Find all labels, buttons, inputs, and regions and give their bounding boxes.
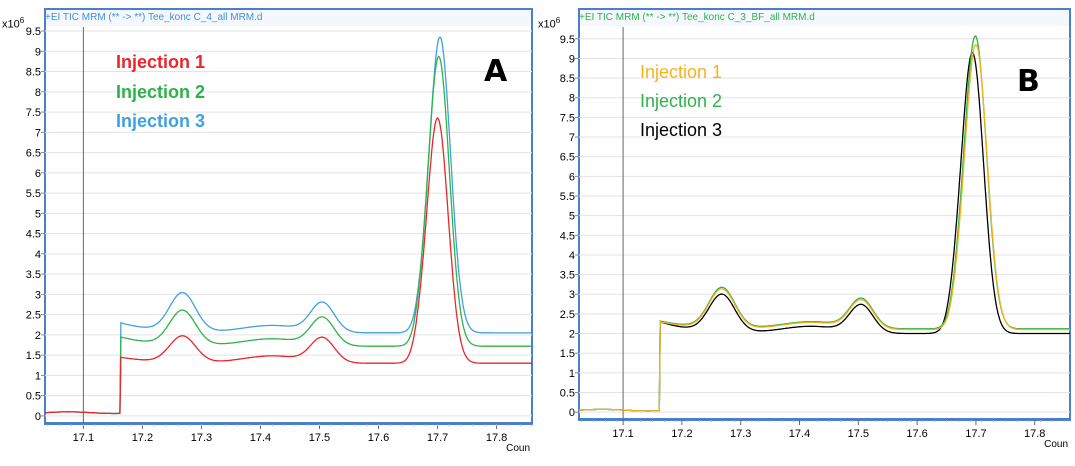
chart-title-band: [580, 10, 1069, 26]
y-tick-label: 0: [35, 411, 41, 423]
y-tick-label: 1: [35, 370, 41, 382]
chart-a-legend-injection-3: Injection 3: [116, 111, 206, 131]
y-tick-label: 7: [569, 132, 575, 144]
y-tick-label: 4: [569, 250, 575, 262]
chart-a-svg: 0 0.5 1 1.5 2 2.5 3 3.5 4 4.5 5 5.5 6 6.5 7 7.5 8 8.5 9 9.5…: [26, 8, 533, 454]
chart-b-legend-injection-3: Injection 3: [640, 120, 723, 140]
x-tick-label: 17.2: [132, 432, 153, 444]
y-tick-label: 0.5: [560, 387, 575, 399]
y-tick-label: 2.5: [26, 310, 41, 322]
y-tick-label: 8.5: [26, 67, 41, 79]
y-tick-label: 7.5: [560, 112, 575, 124]
chart-b-legend-injection-1: Injection 1: [640, 62, 723, 82]
x-tick-label: 17.5: [309, 432, 330, 444]
y-tick-label: 0.5: [26, 391, 41, 403]
y-tick-label: 5.5: [560, 191, 575, 203]
chart-frame: [578, 8, 1071, 421]
x-tick-label: 17.6: [368, 432, 389, 444]
x-tick-label: 17.3: [191, 432, 212, 444]
y-tick-label: 6: [35, 168, 41, 180]
x-axis-label: Coun: [1044, 439, 1068, 450]
y-tick-label: 1.5: [560, 348, 575, 360]
y-tick-label: 3: [569, 289, 575, 301]
x-tick-label: 17.8: [486, 432, 507, 444]
x-tick-label: 17.6: [906, 428, 927, 440]
y-tick-label: 0: [569, 407, 575, 419]
y-tick-label: 5.5: [26, 188, 41, 200]
y-tick-label: 4: [35, 249, 41, 261]
y-tick-label: 7.5: [26, 107, 41, 119]
chart-b-legend-injection-2: Injection 2: [640, 91, 723, 111]
y-tick-label: 3: [35, 289, 41, 301]
y-tick-label: 3.5: [26, 269, 41, 281]
y-tick-label: 4.5: [560, 230, 575, 242]
x-tick-label: 17.7: [965, 428, 986, 440]
x-tick-label: 17.4: [250, 432, 271, 444]
y-tick-label: 5: [35, 208, 41, 220]
chart-a-legend-injection-2: Injection 2: [116, 82, 206, 102]
y-tick-label: 1.5: [26, 350, 41, 362]
chart-b-scale-label: x106: [538, 16, 561, 31]
y-tick-label: 9.5: [26, 26, 41, 38]
chart-panel-b: 0 0.5 1 1.5 2 2.5 3 3.5 4 4.5 5 5.5 6 6.5 7 7.5 8 8.5 9 9.5…: [536, 0, 1075, 466]
chart-b-svg: 0 0.5 1 1.5 2 2.5 3 3.5 4 4.5 5 5.5 6 6.5 7 7.5 8 8.5 9 9.5…: [560, 8, 1071, 450]
y-tick-label: 9.5: [560, 34, 575, 46]
y-tick-label: 3.5: [560, 270, 575, 282]
chart-panel-a: 0 0.5 1 1.5 2 2.5 3 3.5 4 4.5 5 5.5 6 6.5 7 7.5 8 8.5 9 9.5…: [0, 0, 535, 466]
x-tick-label: 17.3: [730, 428, 751, 440]
chart-a-title: +EI TIC MRM (** -> **) Tee_konc C_4_all …: [45, 12, 263, 23]
chart-b-panel-letter: B: [1017, 64, 1040, 99]
chart-title-band: [46, 10, 531, 26]
x-tick-label: 17.4: [789, 428, 810, 440]
chart-b-title: +EI TIC MRM (** -> **) Tee_konc C_3_BF_a…: [579, 12, 815, 23]
x-tick-label: 17.8: [1024, 428, 1045, 440]
y-tick-label: 1: [569, 368, 575, 380]
y-tick-label: 2: [35, 330, 41, 342]
x-axis-label: Coun: [506, 443, 530, 454]
x-tick-label: 17.1: [73, 432, 94, 444]
chart-a-panel-letter: A: [484, 54, 508, 89]
y-tick-label: 6.5: [26, 148, 41, 160]
y-tick-label: 8: [35, 87, 41, 99]
y-tick-label: 6.5: [560, 152, 575, 164]
y-tick-label: 9: [569, 53, 575, 65]
x-tick-label: 17.7: [427, 432, 448, 444]
y-tick-label: 8: [569, 93, 575, 105]
y-tick-label: 8.5: [560, 73, 575, 85]
series-line-injection-1: [44, 117, 532, 415]
y-tick-label: 9: [35, 46, 41, 58]
series-line-injection-3: [44, 36, 532, 415]
chart-a-legend-injection-1: Injection 1: [116, 52, 206, 72]
chart-a-scale-label: x106: [2, 16, 25, 31]
y-tick-label: 7: [35, 127, 41, 139]
y-tick-label: 4.5: [26, 229, 41, 241]
y-tick-label: 5: [569, 211, 575, 223]
y-tick-label: 2.5: [560, 309, 575, 321]
series-line-injection-1: [578, 43, 1070, 412]
y-tick-label: 6: [569, 171, 575, 183]
x-tick-label: 17.5: [848, 428, 869, 440]
x-tick-label: 17.1: [612, 428, 633, 440]
series-line-injection-2: [44, 55, 532, 415]
y-tick-label: 2: [569, 329, 575, 341]
x-tick-label: 17.2: [671, 428, 692, 440]
